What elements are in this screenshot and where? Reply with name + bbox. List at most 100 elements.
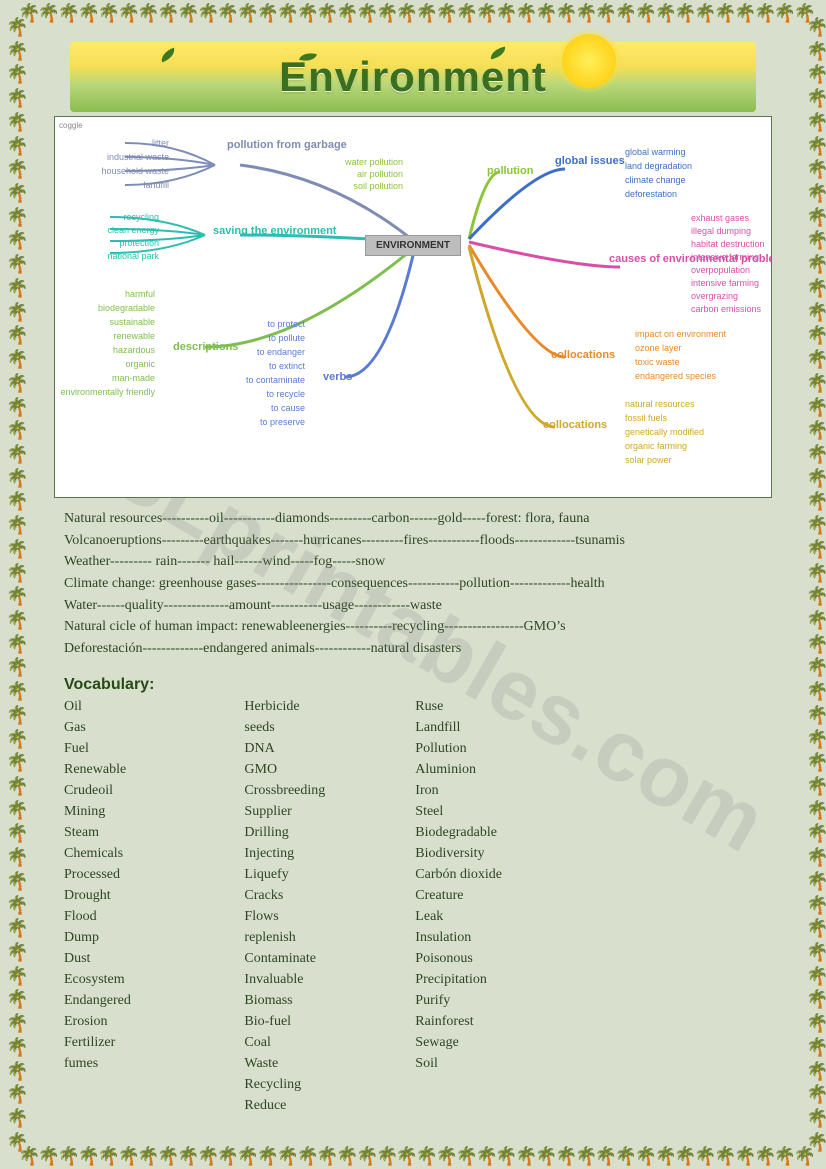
vocab-word: Pollution: [415, 738, 502, 759]
vocab-word: Supplier: [244, 801, 325, 822]
notes-line: Volcanoeruptions---------earthquakes----…: [64, 530, 762, 552]
vocab-word: Invaluable: [244, 969, 325, 990]
notes-line: Natural cicle of human impact: renewable…: [64, 616, 762, 638]
vocab-word: Purify: [415, 990, 502, 1011]
mindmap-leaf: sustainable: [109, 317, 155, 327]
vocab-word: Steel: [415, 801, 502, 822]
mindmap-leaf: fossil fuels: [625, 413, 667, 423]
vocab-word: DNA: [244, 738, 325, 759]
mindmap-leaf: habitat destruction: [691, 239, 765, 249]
vocab-word: Ecosystem: [64, 969, 154, 990]
notes-line: Climate change: greenhouse gases--------…: [64, 573, 762, 595]
mindmap-leaf: to pollute: [268, 333, 305, 343]
vocab-col-3: RuseLandfillPollutionAluminionIronSteelB…: [415, 696, 502, 1116]
branch-descriptions: descriptions: [173, 341, 238, 353]
vocab-word: Creature: [415, 885, 502, 906]
vocab-word: Aluminion: [415, 759, 502, 780]
mindmap-leaf: land degradation: [625, 161, 692, 171]
worksheet-page: 🌴🌴🌴🌴🌴🌴🌴🌴🌴🌴🌴🌴🌴🌴🌴🌴🌴🌴🌴🌴🌴🌴🌴🌴🌴🌴🌴🌴🌴🌴🌴🌴🌴🌴🌴🌴🌴🌴🌴🌴…: [0, 0, 826, 1169]
vocab-col-1: OilGasFuelRenewableCrudeoilMiningSteamCh…: [64, 696, 154, 1074]
mindmap-leaf: overpopulation: [691, 265, 750, 275]
notes-line: Weather--------- rain------- hail------w…: [64, 551, 762, 573]
vocab-word: Carbón dioxide: [415, 864, 502, 885]
mindmap-leaf: organic: [125, 359, 155, 369]
vocab-word: Fertilizer: [64, 1032, 154, 1053]
mindmap-leaf: ozone layer: [635, 343, 682, 353]
vocab-word: GMO: [244, 759, 325, 780]
mindmap-leaf: toxic waste: [635, 357, 680, 367]
vocab-word: Waste: [244, 1053, 325, 1074]
mindmap-leaf: to recycle: [266, 389, 305, 399]
mindmap-leaf: to cause: [271, 403, 305, 413]
vocab-word: Herbicide: [244, 696, 325, 717]
mindmap-leaf: genetically modified: [625, 427, 704, 437]
mindmap: coggle: [54, 116, 772, 498]
mindmap-leaf: recycling: [123, 212, 159, 222]
border-left: 🌴🌴🌴🌴🌴🌴🌴🌴🌴🌴🌴🌴🌴🌴🌴🌴🌴🌴🌴🌴🌴🌴🌴🌴🌴🌴🌴🌴🌴🌴🌴🌴🌴🌴🌴🌴🌴🌴🌴🌴…: [6, 18, 20, 1151]
mindmap-leaf: to preserve: [260, 417, 305, 427]
vocab-word: Gas: [64, 717, 154, 738]
mindmap-leaf: protection: [119, 238, 159, 248]
vocab-word: Biodiversity: [415, 843, 502, 864]
vocab-word: Reduce: [244, 1095, 325, 1116]
branch-pollution: pollution: [487, 165, 533, 177]
mindmap-leaf: endangered species: [635, 371, 716, 381]
vocab-word: Steam: [64, 822, 154, 843]
vocabulary-block: Vocabulary: OilGasFuelRenewableCrudeoilM…: [64, 676, 762, 1116]
vocab-word: Insulation: [415, 927, 502, 948]
mindmap-leaf: impact on environment: [635, 329, 726, 339]
vocab-word: Fuel: [64, 738, 154, 759]
mindmap-leaf: industrial waste: [107, 152, 169, 162]
branch-colloc1: collocations: [551, 349, 615, 361]
mindmap-leaf: intensive farming: [691, 252, 759, 262]
vocab-heading: Vocabulary:: [64, 676, 154, 694]
mindmap-leaf: global warming: [625, 147, 686, 157]
mindmap-leaf: soil pollution: [353, 181, 403, 191]
leaf-icon: [159, 48, 177, 63]
branch-garbage: pollution from garbage: [227, 139, 347, 151]
mindmap-leaf: harmful: [125, 289, 155, 299]
vocab-word: Mining: [64, 801, 154, 822]
mindmap-leaf: to endanger: [257, 347, 305, 357]
vocab-word: Recycling: [244, 1074, 325, 1095]
vocab-word: Coal: [244, 1032, 325, 1053]
vocab-word: Contaminate: [244, 948, 325, 969]
title-banner: Environment: [70, 42, 756, 112]
mindmap-leaf: carbon emissions: [691, 304, 761, 314]
vocab-word: Erosion: [64, 1011, 154, 1032]
notes-line: Natural resources----------oil----------…: [64, 508, 762, 530]
mindmap-leaf: overgrazing: [691, 291, 738, 301]
mindmap-leaf: biodegradable: [98, 303, 155, 313]
vocab-word: Injecting: [244, 843, 325, 864]
vocab-word: Liquefy: [244, 864, 325, 885]
vocab-word: Oil: [64, 696, 154, 717]
mindmap-leaf: deforestation: [625, 189, 677, 199]
vocab-word: Processed: [64, 864, 154, 885]
branch-saving: saving the environment: [213, 225, 336, 237]
mindmap-leaf: water pollution: [345, 157, 403, 167]
vocab-word: Precipitation: [415, 969, 502, 990]
vocab-word: seeds: [244, 717, 325, 738]
vocab-col-2: HerbicideseedsDNAGMOCrossbreedingSupplie…: [244, 696, 325, 1116]
mindmap-leaf: exhaust gases: [691, 213, 749, 223]
sun-icon: [562, 34, 616, 88]
mindmap-leaf: air pollution: [357, 169, 403, 179]
mindmap-leaf: to contaminate: [246, 375, 305, 385]
border-bottom: 🌴🌴🌴🌴🌴🌴🌴🌴🌴🌴🌴🌴🌴🌴🌴🌴🌴🌴🌴🌴🌴🌴🌴🌴🌴🌴🌴🌴🌴🌴🌴🌴🌴🌴🌴🌴🌴🌴🌴🌴: [18, 1147, 808, 1165]
mindmap-leaf: clean energy: [107, 225, 159, 235]
mindmap-leaf: climate change: [625, 175, 686, 185]
mindmap-leaf: to protect: [267, 319, 305, 329]
vocab-word: Crudeoil: [64, 780, 154, 801]
page-title: Environment: [279, 53, 547, 101]
vocab-word: fumes: [64, 1053, 154, 1074]
vocab-word: Dust: [64, 948, 154, 969]
vocab-word: Poisonous: [415, 948, 502, 969]
mindmap-leaf: illegal dumping: [691, 226, 751, 236]
notes-line: Water------quality--------------amount--…: [64, 595, 762, 617]
mindmap-leaf: hazardous: [113, 345, 155, 355]
vocab-word: Landfill: [415, 717, 502, 738]
vocab-word: Bio-fuel: [244, 1011, 325, 1032]
mindmap-leaf: intensive farming: [691, 278, 759, 288]
border-top: 🌴🌴🌴🌴🌴🌴🌴🌴🌴🌴🌴🌴🌴🌴🌴🌴🌴🌴🌴🌴🌴🌴🌴🌴🌴🌴🌴🌴🌴🌴🌴🌴🌴🌴🌴🌴🌴🌴🌴🌴: [18, 4, 808, 22]
mindmap-leaf: solar power: [625, 455, 672, 465]
